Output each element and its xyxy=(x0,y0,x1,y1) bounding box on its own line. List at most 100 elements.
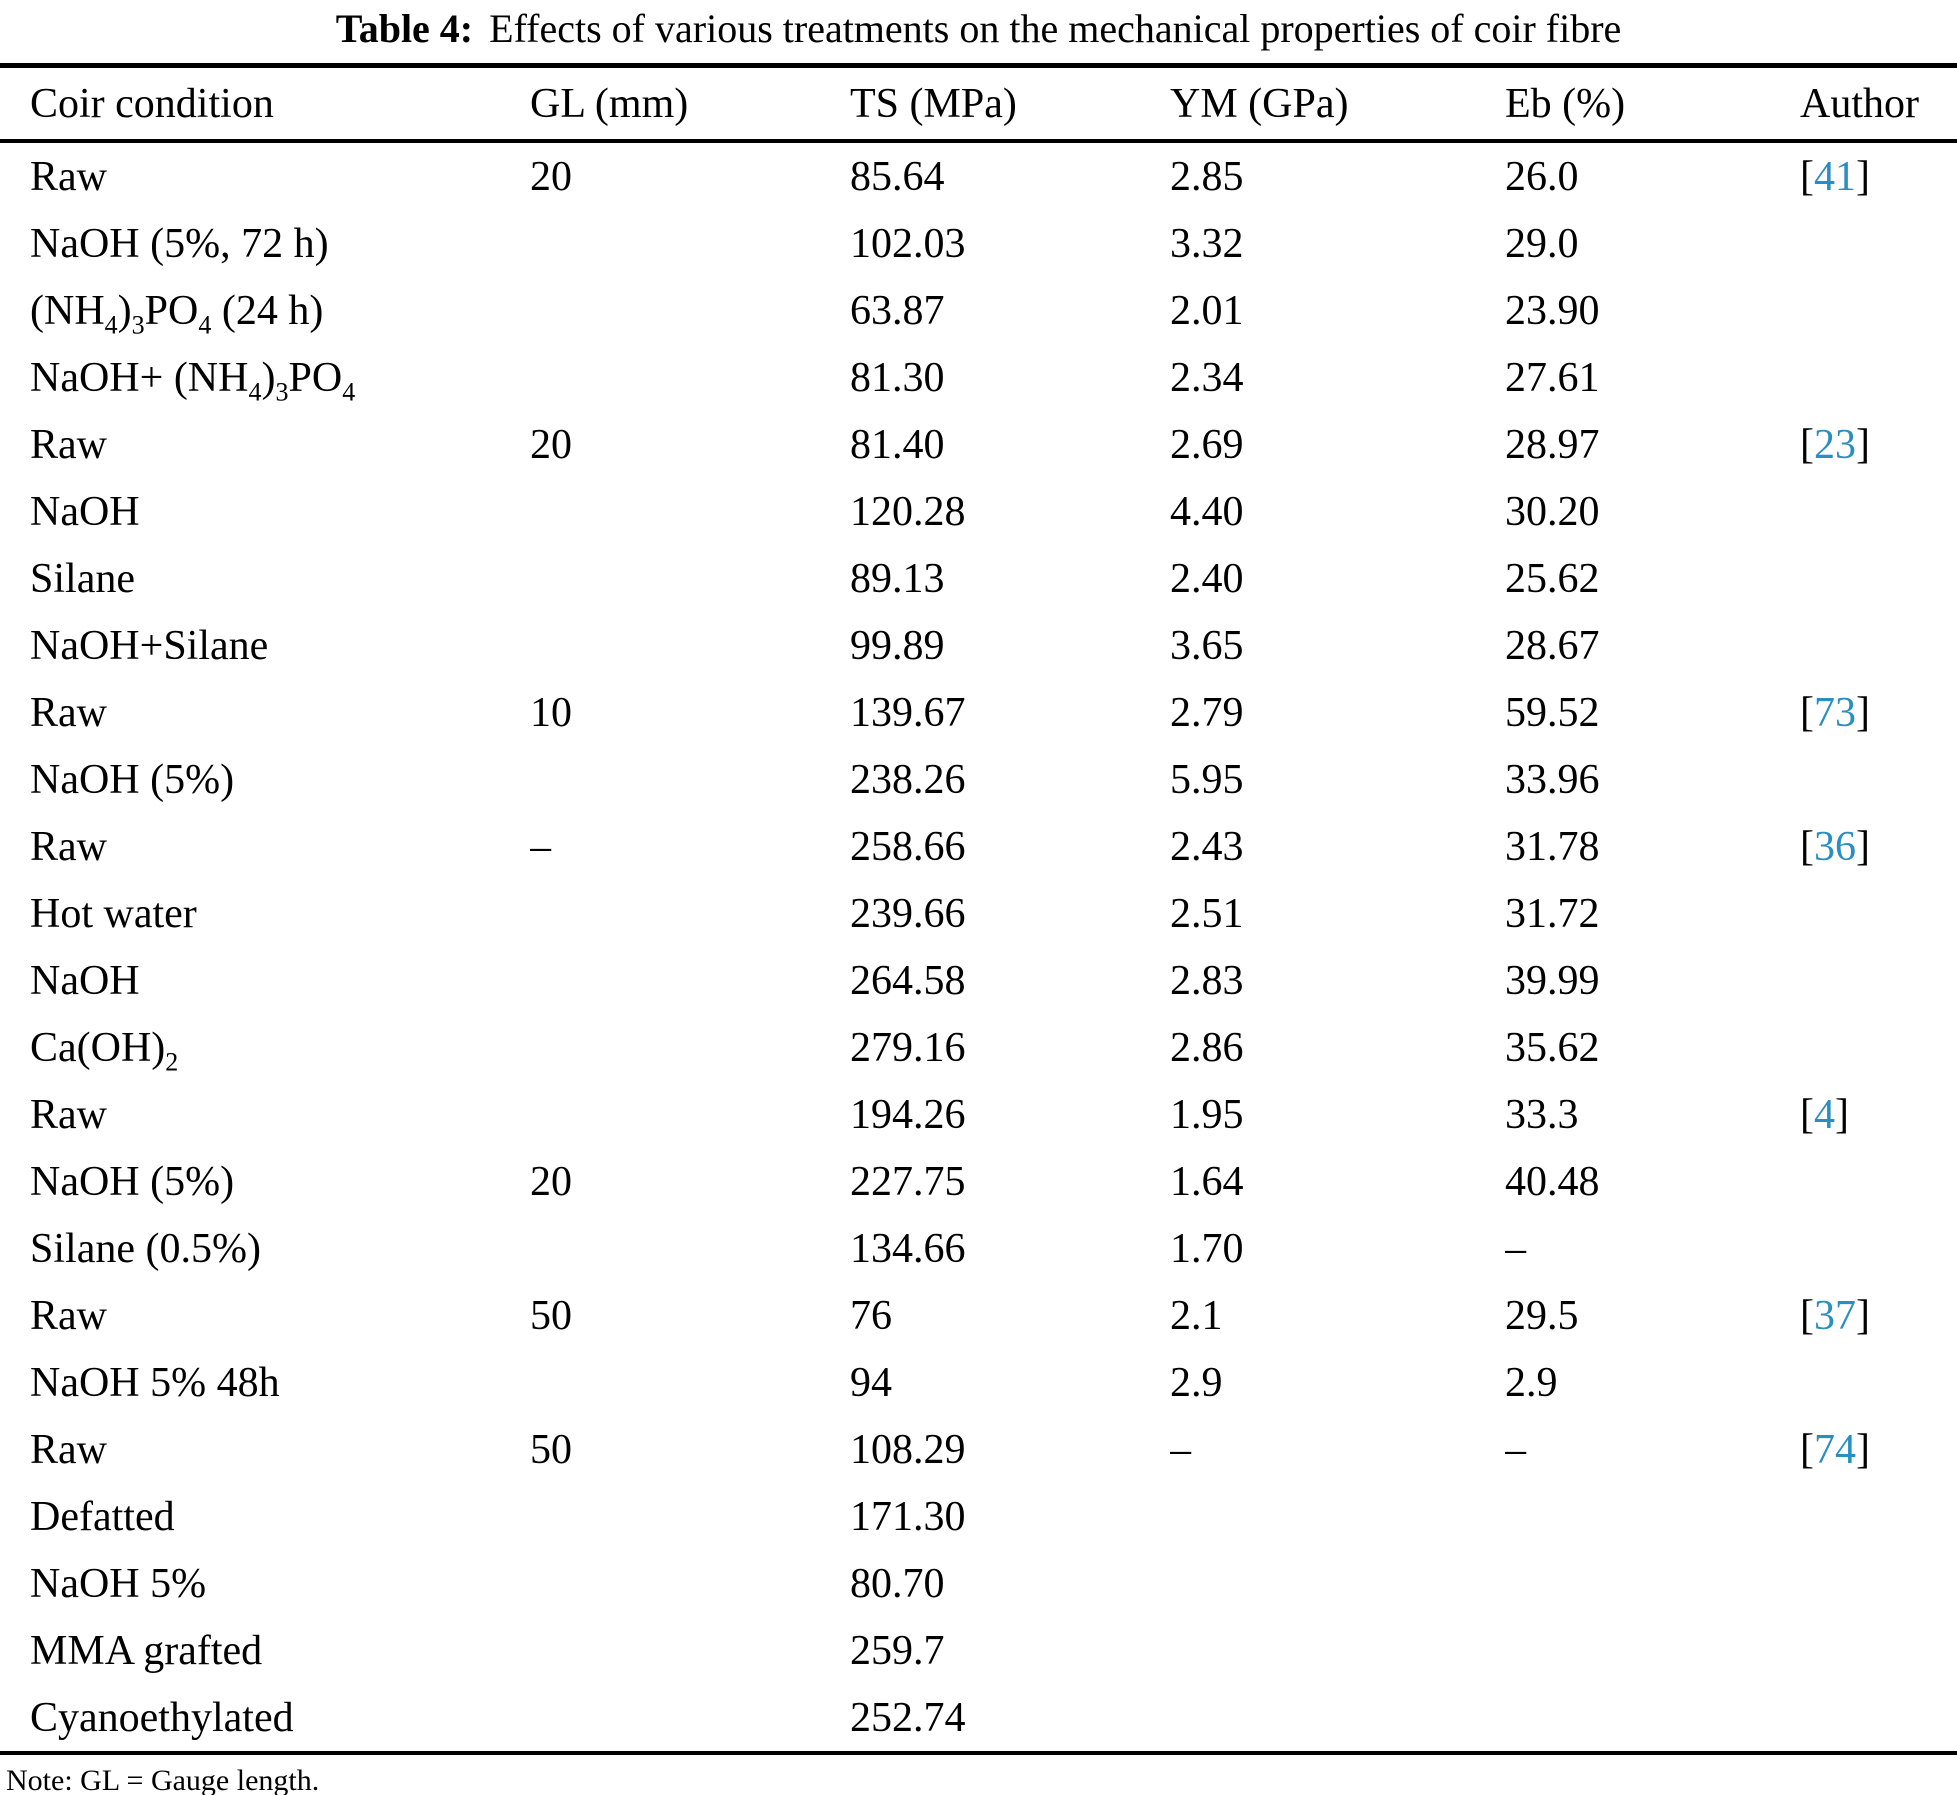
cell-ym xyxy=(1170,1550,1505,1617)
table-row: NaOH+ (NH4)3PO4 81.30 2.34 27.61 xyxy=(0,344,1957,411)
cell-author: [36] xyxy=(1800,813,1957,880)
cell-gl xyxy=(530,545,850,612)
cell-eb: 59.52 xyxy=(1505,689,1600,736)
cell-condition: NaOH+Silane xyxy=(30,622,269,669)
cell-condition: Raw xyxy=(30,823,107,870)
citation-bracket-close: ] xyxy=(1856,689,1870,736)
cell-gl xyxy=(530,277,850,344)
citation-link[interactable]: 41 xyxy=(1814,153,1856,200)
cell-gl xyxy=(530,947,850,1014)
cell-condition: Cyanoethylated xyxy=(30,1694,294,1741)
cell-gl xyxy=(530,612,850,679)
cell-ts: 81.40 xyxy=(850,421,945,468)
cell-condition: Raw xyxy=(30,689,107,736)
cell-condition: Silane xyxy=(30,555,135,602)
cell-eb: 23.90 xyxy=(1505,287,1600,334)
cell-eb: 39.99 xyxy=(1505,957,1600,1004)
cell-condition: NaOH xyxy=(30,957,140,1004)
cell-ym: 2.43 xyxy=(1170,823,1244,870)
table-row: (NH4)3PO4 (24 h) 63.87 2.01 23.90 xyxy=(0,277,1957,344)
table-row: Raw 50 76 2.1 29.5 [37] xyxy=(0,1282,1957,1349)
citation-link[interactable]: 73 xyxy=(1814,689,1856,736)
cell-ts: 258.66 xyxy=(850,823,966,870)
table-caption: Table 4: Effects of various treatments on… xyxy=(0,0,1957,63)
cell-ym: 2.1 xyxy=(1170,1292,1223,1339)
citation-link[interactable]: 36 xyxy=(1814,823,1856,870)
cell-ts: 264.58 xyxy=(850,957,966,1004)
cell-condition: NaOH (5%) xyxy=(30,756,235,803)
cell-eb: 25.62 xyxy=(1505,555,1600,602)
col-header-gauge-length: GL (mm) xyxy=(530,65,850,143)
cell-gl xyxy=(530,880,850,947)
table-row: Raw – 258.66 2.43 31.78 [36] xyxy=(0,813,1957,880)
cell-ym xyxy=(1170,1617,1505,1684)
table-row: NaOH 5% 48h 94 2.9 2.9 xyxy=(0,1349,1957,1416)
cell-condition: Raw xyxy=(30,1292,107,1339)
cell-eb: 33.3 xyxy=(1505,1091,1579,1138)
cell-ts: 238.26 xyxy=(850,756,966,803)
cell-author xyxy=(1800,277,1957,344)
cell-condition: NaOH (5%) xyxy=(30,1158,235,1205)
citation-link[interactable]: 37 xyxy=(1814,1292,1856,1339)
citation-bracket-open: [ xyxy=(1800,689,1814,736)
cell-author: [74] xyxy=(1800,1416,1957,1483)
cell-ym: 1.64 xyxy=(1170,1158,1244,1205)
cell-gl xyxy=(530,1014,850,1081)
table-row: Raw 20 85.64 2.85 26.0 [41] xyxy=(0,141,1957,210)
cell-author xyxy=(1800,1684,1957,1753)
cell-condition: NaOH (5%, 72 h) xyxy=(30,220,329,267)
table-row: NaOH 5% 80.70 xyxy=(0,1550,1957,1617)
cell-eb: 29.5 xyxy=(1505,1292,1579,1339)
citation-link[interactable]: 23 xyxy=(1814,421,1856,468)
citation-link[interactable]: 74 xyxy=(1814,1426,1856,1473)
cell-eb: 30.20 xyxy=(1505,488,1600,535)
cell-author xyxy=(1800,478,1957,545)
cell-author: [73] xyxy=(1800,679,1957,746)
table-row: Raw 194.26 1.95 33.3 [4] xyxy=(0,1081,1957,1148)
table-row: Hot water 239.66 2.51 31.72 xyxy=(0,880,1957,947)
cell-author xyxy=(1800,612,1957,679)
cell-condition: Raw xyxy=(30,153,107,200)
table-caption-text: Effects of various treatments on the mec… xyxy=(489,6,1622,51)
table-row: MMA grafted 259.7 xyxy=(0,1617,1957,1684)
table-row: Raw 10 139.67 2.79 59.52 [73] xyxy=(0,679,1957,746)
cell-eb: 27.61 xyxy=(1505,354,1600,401)
table-row: Defatted 171.30 xyxy=(0,1483,1957,1550)
table-row: NaOH (5%, 72 h) 102.03 3.32 29.0 xyxy=(0,210,1957,277)
cell-ts: 80.70 xyxy=(850,1560,945,1607)
cell-eb: 28.67 xyxy=(1505,622,1600,669)
citation-bracket-open: [ xyxy=(1800,421,1814,468)
cell-condition: NaOH 5% 48h xyxy=(30,1359,280,1406)
table-row: NaOH 264.58 2.83 39.99 xyxy=(0,947,1957,1014)
cell-eb xyxy=(1505,1550,1800,1617)
col-header-tensile-strength: TS (MPa) xyxy=(850,65,1170,143)
cell-eb: 29.0 xyxy=(1505,220,1579,267)
citation-bracket-close: ] xyxy=(1856,823,1870,870)
cell-condition: Defatted xyxy=(30,1493,175,1540)
cell-author xyxy=(1800,1617,1957,1684)
cell-ym: 2.79 xyxy=(1170,689,1244,736)
col-header-youngs-modulus: YM (GPa) xyxy=(1170,65,1505,143)
citation-bracket-close: ] xyxy=(1835,1091,1849,1138)
cell-ym: 3.65 xyxy=(1170,622,1244,669)
citation-bracket-open: [ xyxy=(1800,1292,1814,1339)
cell-eb: 26.0 xyxy=(1505,153,1579,200)
cell-author xyxy=(1800,947,1957,1014)
citation-link[interactable]: 4 xyxy=(1814,1091,1835,1138)
cell-ym: 1.70 xyxy=(1170,1225,1244,1272)
cell-ts: 120.28 xyxy=(850,488,966,535)
cell-ym: 2.83 xyxy=(1170,957,1244,1004)
cell-ym: 5.95 xyxy=(1170,756,1244,803)
cell-ym: 2.69 xyxy=(1170,421,1244,468)
cell-ts: 85.64 xyxy=(850,153,945,200)
col-header-coir-condition: Coir condition xyxy=(0,65,530,143)
cell-author: [37] xyxy=(1800,1282,1957,1349)
cell-author xyxy=(1800,210,1957,277)
cell-author xyxy=(1800,1215,1957,1282)
cell-ts: 102.03 xyxy=(850,220,966,267)
cell-gl: 20 xyxy=(530,153,572,200)
cell-condition: Ca(OH)2 xyxy=(30,1024,179,1076)
table-row: Raw 50 108.29 – – [74] xyxy=(0,1416,1957,1483)
table-row: NaOH 120.28 4.40 30.20 xyxy=(0,478,1957,545)
